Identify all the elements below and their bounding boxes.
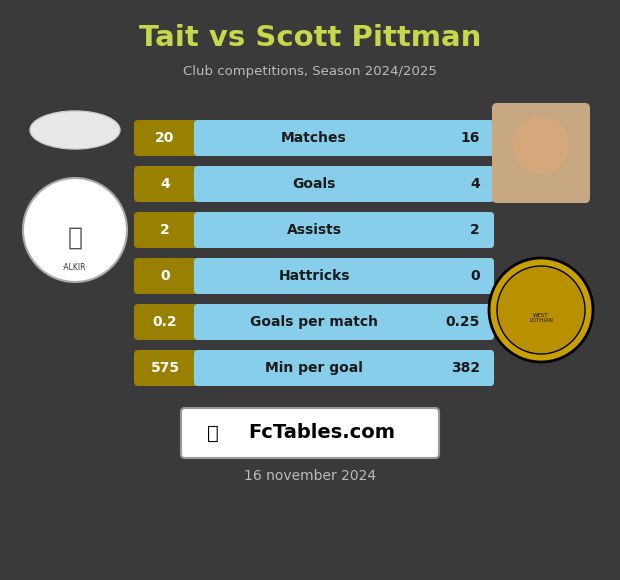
- Text: 382: 382: [451, 361, 480, 375]
- Text: 2: 2: [470, 223, 480, 237]
- Text: 0: 0: [160, 269, 170, 283]
- FancyBboxPatch shape: [134, 212, 494, 248]
- Text: Goals: Goals: [292, 177, 335, 191]
- FancyBboxPatch shape: [134, 350, 494, 386]
- Text: 575: 575: [151, 361, 180, 375]
- Text: Assists: Assists: [286, 223, 342, 237]
- FancyBboxPatch shape: [194, 120, 494, 156]
- Text: Goals per match: Goals per match: [250, 315, 378, 329]
- FancyBboxPatch shape: [492, 103, 590, 203]
- Text: Matches: Matches: [281, 131, 347, 145]
- Text: 0.2: 0.2: [153, 315, 177, 329]
- Text: 2: 2: [160, 223, 170, 237]
- Text: 📊: 📊: [207, 423, 219, 443]
- Bar: [198, 354, 206, 382]
- Text: 16: 16: [461, 131, 480, 145]
- Bar: [198, 262, 206, 290]
- Text: 4: 4: [160, 177, 170, 191]
- Bar: [198, 124, 206, 152]
- Text: 0: 0: [471, 269, 480, 283]
- Text: 0.25: 0.25: [446, 315, 480, 329]
- Text: ·ALKIR·: ·ALKIR·: [61, 263, 89, 273]
- Circle shape: [497, 266, 585, 354]
- Text: ⛪: ⛪: [68, 226, 82, 250]
- Bar: [198, 170, 206, 198]
- FancyBboxPatch shape: [194, 258, 494, 294]
- Text: 16 november 2024: 16 november 2024: [244, 469, 376, 483]
- Text: Club competitions, Season 2024/2025: Club competitions, Season 2024/2025: [183, 66, 437, 78]
- FancyBboxPatch shape: [134, 304, 494, 340]
- Text: FcTables.com: FcTables.com: [249, 423, 396, 443]
- Circle shape: [489, 258, 593, 362]
- Text: 4: 4: [470, 177, 480, 191]
- Ellipse shape: [30, 111, 120, 149]
- Circle shape: [513, 117, 569, 173]
- FancyBboxPatch shape: [134, 258, 494, 294]
- Circle shape: [23, 178, 127, 282]
- Text: Hattricks: Hattricks: [278, 269, 350, 283]
- Text: 20: 20: [156, 131, 175, 145]
- Bar: [198, 308, 206, 336]
- FancyBboxPatch shape: [194, 166, 494, 202]
- Text: WEST
LOTHIAN: WEST LOTHIAN: [529, 313, 553, 324]
- FancyBboxPatch shape: [194, 304, 494, 340]
- Bar: [198, 216, 206, 244]
- FancyBboxPatch shape: [134, 166, 494, 202]
- FancyBboxPatch shape: [194, 350, 494, 386]
- FancyBboxPatch shape: [194, 212, 494, 248]
- FancyBboxPatch shape: [181, 408, 439, 458]
- FancyBboxPatch shape: [134, 120, 494, 156]
- Text: Tait vs Scott Pittman: Tait vs Scott Pittman: [139, 24, 481, 52]
- Text: Min per goal: Min per goal: [265, 361, 363, 375]
